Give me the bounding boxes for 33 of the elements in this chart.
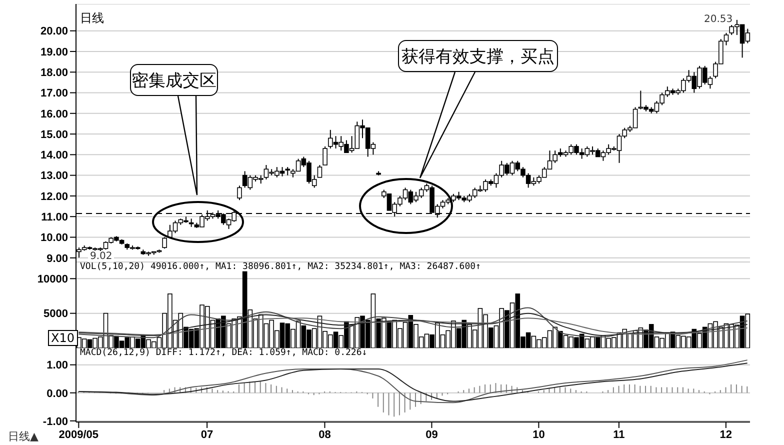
y-tick-label: 14.00 [40,150,68,162]
y-tick-label: 10.00 [40,232,68,244]
y-tick-label: 1.00 [46,360,68,372]
text: X10 [48,330,78,346]
x-tick-label: 08 [318,428,331,441]
y-tick-label: 16.00 [40,108,68,120]
x-tick-label: 07 [200,428,214,441]
y-tick-label: 9.00 [46,252,68,265]
text: 日线 [80,10,104,27]
y-tick-label: 10000 [37,274,68,286]
y-tick-label: 11.00 [41,211,68,224]
y-tick-label: 13.00 [40,170,68,182]
x-tick-label: 10 [532,428,545,441]
annotation: 9.02 [88,251,114,262]
annotation: 20.53 [702,14,735,25]
text: 日线▲ [6,429,40,444]
y-tick-label: 20.00 [40,26,68,38]
x-tick-label: 2009/05 [58,428,99,441]
annotation: 获得有效支撑，买点 [398,40,558,72]
y-tick-label: -1.00 [42,416,68,428]
y-tick-label: 18.00 [40,67,68,80]
y-tick-label: 17.00 [40,88,68,100]
x-tick-label: 12 [720,428,732,441]
annotation: 密集成交区 [130,64,218,96]
y-tick-label: 5000 [44,308,68,320]
y-tick-label: 15.00 [40,128,68,141]
chart-title: MACD(26,12,9) DIFF: 1.172↑, DEA: 1.059↑, MACD: 0.226↓ [80,348,368,358]
y-tick-label: 19.00 [40,46,68,58]
y-tick-label: 0.00 [46,388,68,400]
x-tick-label: 11 [613,428,625,441]
y-tick-label: 12.00 [40,190,68,203]
chart-title: VOL(5,10,20) 49016.000↑, MA1: 38096.801↑, MA2: 35234.801↑, MA3: 26487.600↑ [80,262,481,272]
x-tick-label: 09 [426,428,438,441]
